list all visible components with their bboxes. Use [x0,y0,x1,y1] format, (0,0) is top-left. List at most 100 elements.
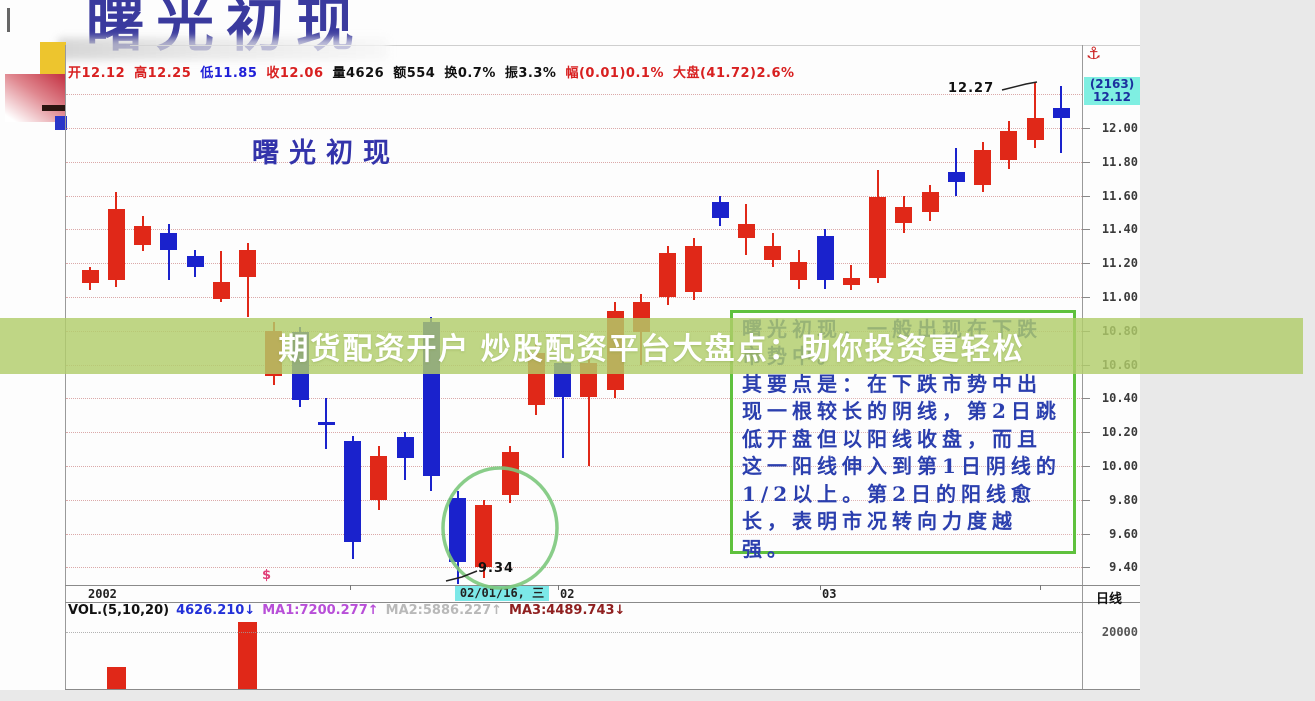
price-tick-label: 10.20 [1101,425,1138,440]
candle-body [974,149,991,186]
gridline [66,195,1082,197]
axis-tick-dash [1082,195,1090,197]
candle-wick [167,224,170,281]
text-segment: MA1:7200.277↑ [262,603,379,618]
price-tick-label: 10.40 [1101,391,1138,406]
text-segment: MA3:4489.743↓ [509,603,626,618]
note-line: 低开盘但以阳线收盘，而且 [742,426,1042,451]
pattern-annotation: 曙光初现 [252,138,400,169]
axis-tick-dash [1082,533,1090,535]
candle-body [685,246,703,292]
last-price-badge: (2163) 12.12 [1084,77,1140,105]
volume-gridline [66,632,1082,633]
gridline [66,128,1082,129]
selected-date-highlight: 02/01/16, 三 [455,586,549,601]
candle-wick [850,264,853,291]
axis-tick-dash [1082,229,1090,231]
candle-body [370,455,388,500]
axis-tick-dash [1082,466,1090,467]
text-segment: 4626.210↓ [176,603,256,618]
candle-body [81,269,99,284]
gridline [66,466,1082,467]
gridline [66,499,1082,501]
candle-body [659,253,676,297]
period-label: 日线 [1096,592,1123,607]
date-axis-feb: 02 [560,587,575,601]
candle-body [134,226,151,245]
price-tick-label: 9.40 [1109,560,1138,575]
text-segment: 收12.06 [266,66,324,81]
candle-wick [587,354,590,466]
candle-wick [220,251,223,303]
anchor-icon: ⚓ [1086,44,1102,64]
price-tick-label: 12.00 [1101,121,1138,135]
date-tick [820,585,821,590]
candle-wick [1034,82,1036,149]
dividend-icon: $ [262,568,272,583]
text-segment: 低11.85 [200,66,258,81]
ohlc-info-bar: 开12.12 高12.25 低11.85 收12.06 量4626 额554 换0.7% 振3… [68,62,804,81]
price-tick-label: 9.60 [1109,526,1138,541]
axis-tick-dash [1082,398,1090,400]
gridline [66,567,1082,569]
price-tick-label: 11.80 [1101,154,1138,169]
text-segment: 振3.3% [504,66,557,81]
text-segment: 额554 [393,66,436,81]
candle-body [107,209,125,281]
text-segment: VOL.(5,10,20) [68,603,170,618]
candle-body [396,437,414,458]
gridline [66,263,1082,265]
text-segment: 开12.12 [68,66,126,81]
axis-tick-dash [1082,263,1090,265]
blurred-logo [58,38,388,60]
candle-body [1052,107,1070,118]
high-price-label: 12.27 [948,81,995,96]
candle-wick [1060,85,1063,154]
candle-wick [246,242,249,318]
candle-body [711,202,729,218]
date-tick [558,585,559,590]
candle-body [239,249,256,277]
gridline [66,297,1082,298]
text-segment: 量4626 [332,66,385,81]
candle-body [449,498,466,563]
candle-wick [955,148,958,196]
promo-banner: 期货配资开户 炒股配资平台大盘点：助你投资更轻松 [0,318,1303,374]
volume-indicator-line: VOL.(5,10,20) 4626.210↓ MA1:7200.277↑ MA2:5… [68,603,632,618]
price-tick-label: 11.00 [1101,290,1138,304]
text-segment: 幅(0.01)0.1% [565,66,664,81]
text-segment: 换0.7% [444,66,496,81]
gridline [66,94,1082,96]
candle-body [790,261,808,281]
title-divider [130,45,1140,46]
price-tick-label: 11.60 [1101,188,1138,203]
date-axis-mar: 03 [822,587,837,601]
candle-body [475,504,493,568]
axis-tick-dash [1082,499,1090,501]
candle-body [501,452,519,495]
volume-bar [238,622,257,689]
candle-body [1000,131,1018,161]
left-decoration-yellow [40,42,66,76]
text-segment: MA2:5886.227↑ [385,603,503,618]
date-axis-bottom-line [65,602,1140,603]
candle-body [186,256,204,267]
note-line: 长，表明市况转向力度越 [742,509,1017,533]
candle-body [842,278,860,286]
candle-body [344,440,361,543]
axis-tick-dash [1082,297,1090,298]
promo-banner-text: 期货配资开户 炒股配资平台大盘点：助你投资更轻松 [278,333,1025,366]
date-axis-top-line [65,585,1140,586]
price-tick-label: 11.40 [1101,222,1138,237]
candle-body [869,197,886,279]
axis-tick-dash [1082,128,1090,129]
volume-bar [106,667,126,689]
badge-count: (2163) [1089,77,1135,91]
axis-tick-dash [1082,567,1090,569]
gridline [66,229,1082,231]
candle-body [947,171,965,183]
date-tick [350,585,351,590]
chart-bottom-line [65,689,1140,690]
candle-body [737,224,755,238]
